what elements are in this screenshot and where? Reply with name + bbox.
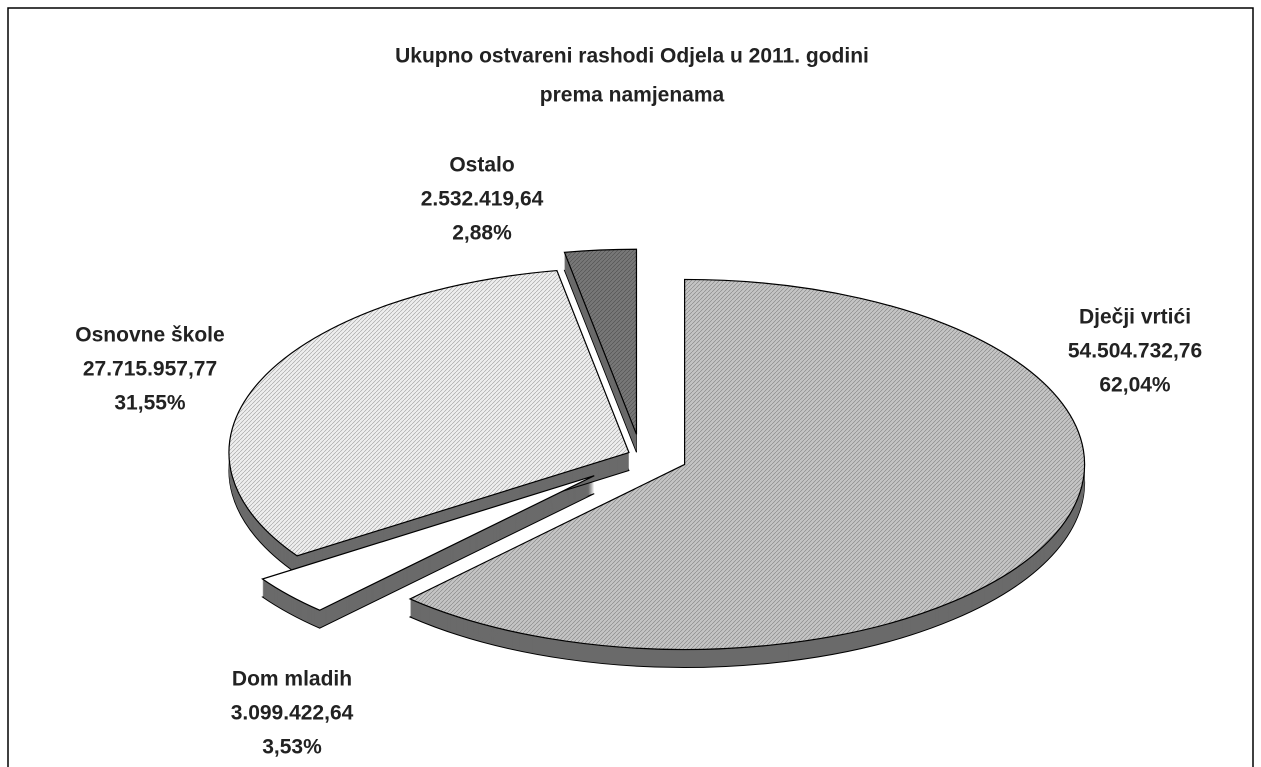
slice-texture: [564, 249, 637, 435]
value-label: 54.504.732,76: [1068, 340, 1202, 363]
category-label: Dom mladih: [232, 668, 352, 691]
slice-label: Osnovne škole 27.715.957,77 31,55%: [75, 324, 224, 415]
frame: [7, 7, 1254, 767]
slice-texture: [228, 270, 629, 556]
chart-title: prema namjenama: [540, 84, 725, 107]
category-label: Ostalo: [449, 154, 514, 177]
percentage-label: 3,53%: [262, 736, 322, 759]
category-label: Osnovne škole: [75, 324, 224, 347]
chart-title: Ukupno ostvareni rashodi Odjela u 2011. …: [395, 45, 869, 68]
slice-label: Dom mladih 3.099.422,64 3,53%: [231, 668, 354, 759]
percentage-label: 31,55%: [114, 392, 186, 415]
category-label: Dječji vrtići: [1079, 306, 1191, 329]
slice: [261, 475, 595, 611]
slice-label: Dječji vrtići 54.504.732,76 62,04%: [1068, 306, 1202, 397]
value-label: 27.715.957,77: [83, 358, 217, 381]
percentage-label: 2,88%: [452, 222, 512, 245]
slice-texture: [410, 279, 1085, 650]
value-label: 2.532.419,64: [421, 188, 544, 211]
slice-label: Ostalo 2.532.419,64 2,88%: [421, 154, 544, 245]
value-label: 3.099.422,64: [231, 702, 354, 725]
percentage-label: 62,04%: [1099, 374, 1171, 397]
